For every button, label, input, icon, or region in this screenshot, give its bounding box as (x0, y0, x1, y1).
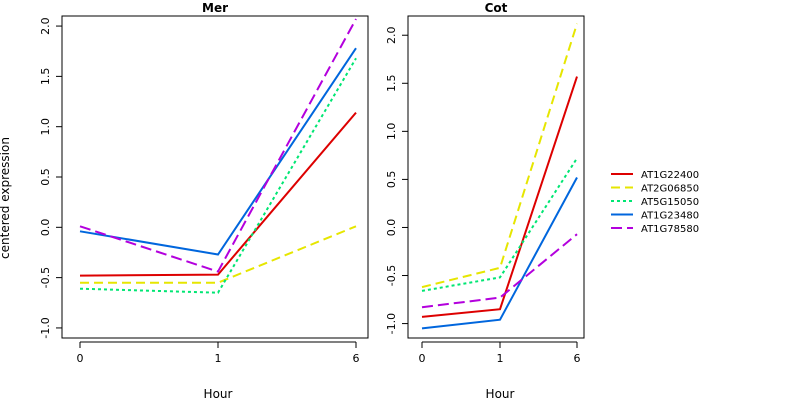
panel-cot: Cot -1.0 -0.5 0.0 0.5 1.0 1.5 2.0 0 1 6 Hour (385, 1, 585, 400)
x-tick-label: 0 (419, 352, 426, 365)
x-tick-label: 6 (353, 352, 360, 365)
y-tick-label: -1.0 (39, 317, 52, 338)
panel-title: Mer (202, 1, 228, 15)
y-tick-label: 1.5 (385, 75, 398, 93)
y-axis-label: centered expression (0, 137, 12, 259)
series-line-at1g78580 (79, 18, 357, 273)
x-tick-label: 1 (497, 352, 504, 365)
y-tick-label: 2.0 (39, 17, 52, 35)
y-tick-label: 0.5 (385, 171, 398, 189)
series-line-at5g15050 (421, 157, 578, 292)
legend-label: AT1G22400 (641, 170, 699, 181)
series-line-at2g06850 (421, 23, 578, 289)
legend-label: AT5G15050 (641, 197, 699, 208)
panel-title: Cot (485, 1, 508, 15)
y-tick-label: 1.0 (39, 118, 52, 136)
x-tick-label: 0 (77, 352, 84, 365)
series-line-at1g22400 (79, 111, 357, 277)
y-tick-label: -0.5 (385, 265, 398, 286)
legend-label: AT1G78580 (641, 224, 699, 235)
x-axis-label: Hour (204, 387, 233, 400)
series-line-at5g15050 (79, 57, 357, 294)
y-tick-label: 0.0 (39, 219, 52, 237)
x-axis-label: Hour (486, 387, 515, 400)
x-tick-label: 1 (215, 352, 222, 365)
legend-label: AT2G06850 (641, 184, 699, 195)
series-line-at1g78580 (421, 233, 578, 309)
plot-frame (61, 15, 369, 339)
x-tick-label: 6 (574, 352, 581, 365)
panel-mer: Mer -1.0 -0.5 0.0 0.5 1.0 1.5 2.0 0 1 6 Hour (39, 1, 369, 400)
legend: AT1G22400 AT2G06850 AT5G15050 AT1G23480 AT1G… (611, 170, 699, 235)
series-line-at2g06850 (80, 225, 357, 284)
series-line-at1g23480 (79, 47, 357, 256)
series-line-at1g23480 (421, 177, 578, 330)
series-line-at1g22400 (421, 76, 578, 318)
y-tick-label: 0.5 (39, 168, 52, 186)
y-tick-label: 1.5 (39, 68, 52, 86)
y-tick-label: -1.0 (385, 313, 398, 334)
plot-frame (407, 15, 585, 339)
y-tick-label: 0.0 (385, 219, 398, 237)
y-tick-label: -0.5 (39, 267, 52, 288)
y-tick-label: 1.0 (385, 123, 398, 141)
y-tick-label: 2.0 (385, 26, 398, 44)
legend-label: AT1G23480 (641, 211, 699, 222)
